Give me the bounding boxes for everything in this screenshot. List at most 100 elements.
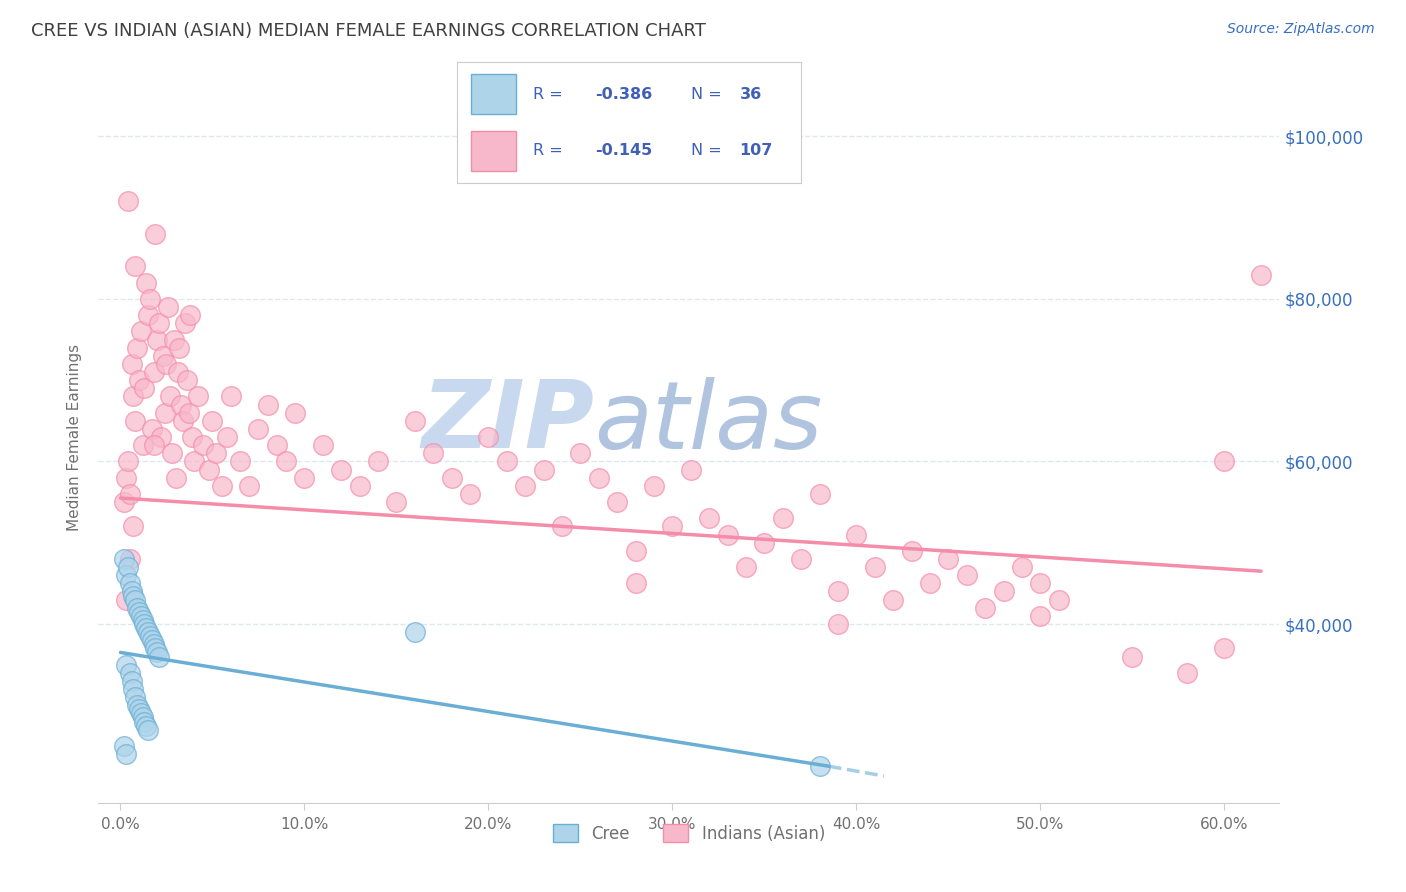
Point xyxy=(918,576,941,591)
Point xyxy=(124,414,146,428)
Text: -0.386: -0.386 xyxy=(595,87,652,102)
Point xyxy=(219,389,242,403)
Text: atlas: atlas xyxy=(595,377,823,468)
Point xyxy=(139,292,162,306)
Text: CREE VS INDIAN (ASIAN) MEDIAN FEMALE EARNINGS CORRELATION CHART: CREE VS INDIAN (ASIAN) MEDIAN FEMALE EAR… xyxy=(31,22,706,40)
Point xyxy=(112,552,135,566)
Point xyxy=(177,406,200,420)
Point xyxy=(477,430,499,444)
Point xyxy=(551,519,574,533)
Point xyxy=(181,430,204,444)
Point xyxy=(201,414,224,428)
Point xyxy=(121,673,143,688)
Point xyxy=(118,665,141,680)
Point xyxy=(148,649,170,664)
Point xyxy=(112,739,135,753)
Point xyxy=(458,487,481,501)
Point xyxy=(1213,454,1236,468)
Point xyxy=(624,576,647,591)
Point xyxy=(284,406,307,420)
Point xyxy=(515,479,537,493)
Point xyxy=(122,389,145,403)
Point xyxy=(193,438,215,452)
Point xyxy=(131,438,153,452)
Point xyxy=(533,462,555,476)
Point xyxy=(135,621,157,635)
Point xyxy=(205,446,228,460)
Point xyxy=(863,560,886,574)
Point xyxy=(124,690,146,705)
Point xyxy=(183,454,205,468)
Point xyxy=(122,589,145,603)
Point xyxy=(198,462,221,476)
Point xyxy=(163,333,186,347)
Point xyxy=(274,454,297,468)
Point xyxy=(128,702,150,716)
Point xyxy=(808,759,831,773)
Point xyxy=(166,365,188,379)
Point xyxy=(136,723,159,737)
Point xyxy=(165,471,187,485)
Point xyxy=(155,357,177,371)
Point xyxy=(330,462,353,476)
Point xyxy=(1011,560,1033,574)
Point xyxy=(149,430,172,444)
Point xyxy=(112,495,135,509)
Point xyxy=(900,544,922,558)
Point xyxy=(117,454,139,468)
Point xyxy=(169,341,191,355)
Point xyxy=(697,511,720,525)
Point xyxy=(142,438,165,452)
Point xyxy=(122,681,145,696)
Point xyxy=(135,276,157,290)
Point xyxy=(118,576,141,591)
Point xyxy=(170,398,193,412)
Bar xyxy=(471,75,516,114)
Point xyxy=(716,527,738,541)
Point xyxy=(146,333,169,347)
Point xyxy=(179,308,201,322)
Point xyxy=(1177,665,1199,680)
Point xyxy=(134,381,156,395)
Point xyxy=(115,657,138,672)
Point xyxy=(118,487,141,501)
Point xyxy=(145,641,167,656)
Point xyxy=(956,568,979,582)
Point xyxy=(229,454,252,468)
Point xyxy=(124,260,146,274)
Point xyxy=(936,552,959,566)
Point xyxy=(827,617,849,632)
Point xyxy=(385,495,408,509)
Text: R =: R = xyxy=(533,144,562,159)
Point xyxy=(115,592,138,607)
Point xyxy=(1029,576,1052,591)
Point xyxy=(124,592,146,607)
Point xyxy=(136,308,159,322)
Point xyxy=(129,325,152,339)
Point xyxy=(142,637,165,651)
Point xyxy=(624,544,647,558)
Point xyxy=(974,600,997,615)
Point xyxy=(131,710,153,724)
Point xyxy=(148,316,170,330)
Point xyxy=(141,422,163,436)
Point xyxy=(495,454,517,468)
Y-axis label: Median Female Earnings: Median Female Earnings xyxy=(67,343,83,531)
Point xyxy=(121,357,143,371)
Point xyxy=(312,438,335,452)
Point xyxy=(129,608,152,623)
Point xyxy=(176,373,198,387)
Text: 107: 107 xyxy=(740,144,773,159)
Point xyxy=(808,487,831,501)
Point xyxy=(404,625,426,640)
Point xyxy=(121,584,143,599)
Point xyxy=(404,414,426,428)
Point xyxy=(569,446,592,460)
Text: N =: N = xyxy=(692,87,721,102)
Point xyxy=(256,398,278,412)
Bar xyxy=(471,131,516,171)
Point xyxy=(142,365,165,379)
Text: R =: R = xyxy=(533,87,562,102)
Point xyxy=(115,471,138,485)
Point xyxy=(661,519,683,533)
